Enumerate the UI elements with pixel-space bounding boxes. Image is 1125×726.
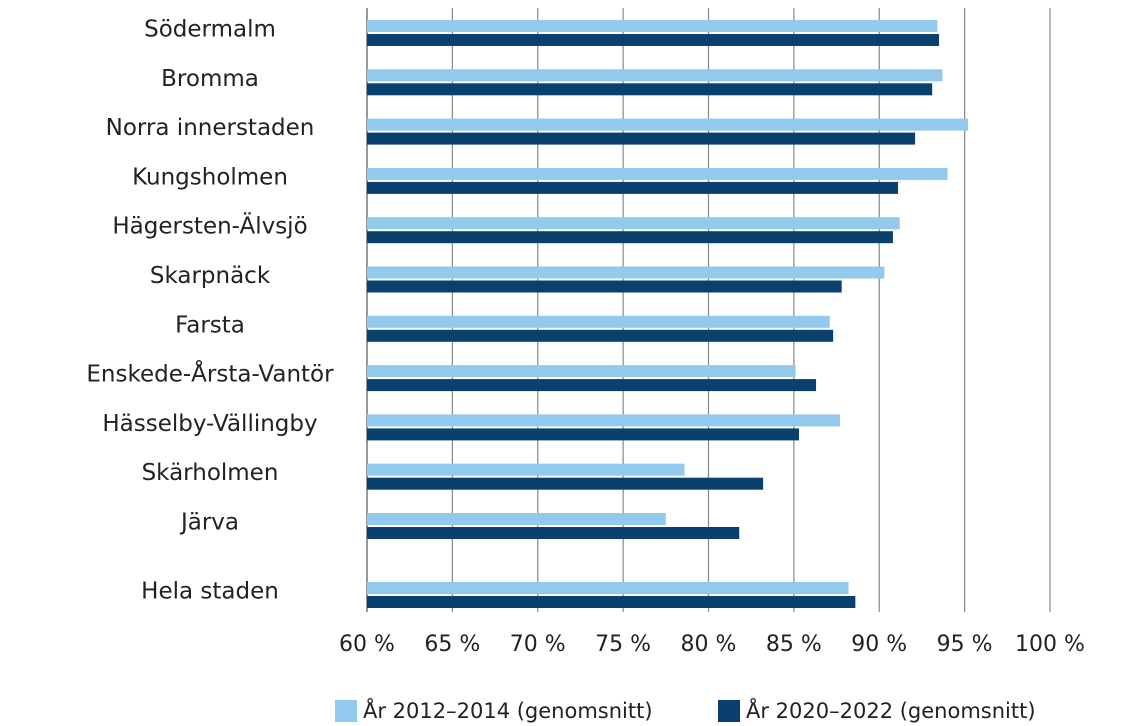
bar (367, 428, 799, 441)
x-tick-label: 100 % (1015, 632, 1085, 657)
legend-label: År 2020–2022 (genomsnitt) (746, 697, 1036, 723)
x-tick-label: 75 % (595, 632, 651, 657)
category-label: Järva (179, 510, 239, 536)
category-label: Skarpnäck (150, 263, 271, 289)
bar (367, 69, 943, 82)
bar (367, 414, 840, 427)
bar (367, 83, 933, 96)
bar (367, 463, 685, 476)
bar (367, 217, 900, 230)
bar (367, 132, 916, 145)
bar (367, 477, 764, 490)
category-label: Kungsholmen (132, 164, 288, 190)
category-label: Enskede-Årsta-Vantör (86, 360, 334, 388)
category-label: Bromma (161, 66, 259, 92)
bar (367, 266, 885, 279)
bar (367, 315, 830, 328)
category-label: Farsta (175, 312, 245, 338)
bar (367, 167, 948, 180)
category-label: Hässelby-Vällingby (102, 411, 317, 437)
bar (367, 118, 969, 131)
bar (367, 513, 666, 525)
legend-label: År 2012–2014 (genomsnitt) (363, 697, 653, 723)
bar (367, 20, 938, 32)
bar (367, 231, 893, 244)
x-tick-label: 65 % (424, 632, 480, 657)
bar (367, 280, 842, 293)
x-tick-label: 85 % (766, 632, 822, 657)
x-tick-label: 90 % (851, 632, 907, 657)
category-label: Södermalm (144, 17, 276, 43)
bar (367, 596, 856, 609)
x-tick-label: 80 % (681, 632, 737, 657)
bar (367, 527, 740, 539)
category-label: Hela staden (141, 579, 279, 605)
x-tick-label: 95 % (937, 632, 993, 657)
x-tick-label: 60 % (339, 632, 395, 657)
category-label: Norra innerstaden (106, 115, 315, 141)
legend-swatch (335, 700, 357, 722)
category-label: Skärholmen (142, 460, 279, 486)
category-label: Hägersten-Älvsjö (112, 212, 307, 240)
legend-swatch (718, 700, 740, 722)
bar (367, 379, 817, 392)
bar (367, 34, 940, 46)
bar (367, 329, 834, 342)
bar (367, 181, 899, 194)
bar (367, 365, 796, 378)
x-tick-label: 70 % (510, 632, 566, 657)
bar (367, 582, 849, 595)
